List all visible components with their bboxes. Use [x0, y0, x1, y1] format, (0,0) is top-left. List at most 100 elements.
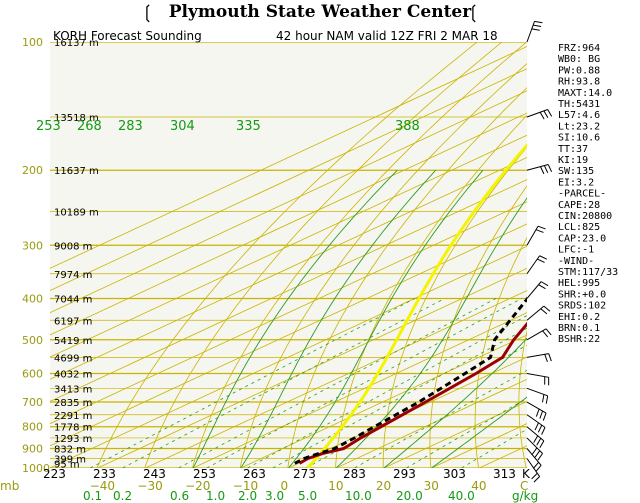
wind-barb-7-feather-0 — [545, 328, 552, 336]
height-label-150: 13518 m — [54, 113, 99, 124]
wind-barb-15-feather-1 — [533, 461, 539, 469]
wind-barb-1-feather-2 — [539, 111, 545, 120]
isotherm-m20 — [192, 312, 527, 468]
wind-barb-6 — [526, 305, 545, 321]
pressure-tick-200: 200 — [22, 164, 43, 177]
mixing-ratio-0_1 — [90, 298, 416, 468]
temp-tick-m10: −10 — [233, 479, 258, 493]
wind-barb-1-feather-1 — [543, 110, 549, 119]
stat-14: CAPE:28 — [558, 200, 600, 211]
temp-axis-label: mb — [0, 479, 19, 493]
isotherm-0 — [288, 356, 527, 468]
temp-tick-m40: −40 — [90, 479, 115, 493]
isotherm-m120 — [50, 90, 527, 314]
stat-0: FRZ:964 — [558, 43, 600, 54]
wind-barb-3-feather-1 — [535, 229, 544, 233]
isotherm-m70 — [50, 201, 527, 425]
temp-tick-10: 10 — [328, 479, 343, 493]
temp-tick-m30: −30 — [137, 479, 162, 493]
pressure-tick-400: 400 — [22, 292, 43, 305]
wind-barb-10-feather-0 — [545, 395, 549, 404]
mixing-ratio-tick-4: 2.0 — [238, 489, 257, 503]
wind-barb-12-feather-0 — [541, 427, 546, 435]
wind-barb-5-feather-0 — [540, 281, 549, 287]
stat-13: -PARCEL- — [558, 189, 606, 200]
theta-label-3: 304 — [170, 119, 195, 134]
mixing-ratio-tick-8: 20.0 — [396, 489, 423, 503]
dry-adiabat-273 — [287, 87, 527, 468]
wind-barb-4 — [526, 255, 541, 275]
dry-adiabat-303 — [429, 185, 527, 468]
moist-adiabat-20 — [383, 337, 527, 468]
wind-barb-8-feather-0 — [548, 353, 552, 362]
height-label-450: 6197 m — [54, 316, 92, 327]
wind-barb-13-feather-1 — [536, 438, 542, 446]
mixing-ratio-0_2 — [122, 298, 445, 468]
stat-24: EHI:0.2 — [558, 312, 600, 323]
pressure-tick-100: 100 — [22, 36, 43, 49]
wind-barb-6-feather-0 — [543, 305, 551, 312]
stat-8: SI:10.6 — [558, 133, 600, 144]
pressure-tick-800: 800 — [22, 421, 43, 434]
banner: ❲ Plymouth State Weather Center ❲ — [0, 0, 640, 26]
kelvin-tick-4: 263 — [243, 467, 266, 481]
isotherm-m30 — [145, 290, 527, 468]
isotherm-m50 — [50, 245, 527, 468]
dry-adiabat-293 — [382, 146, 527, 468]
temperature-trace — [298, 321, 527, 465]
mixing-ratio-10 — [354, 369, 527, 468]
theta-label-2: 283 — [118, 119, 143, 134]
temp-tick-20: 20 — [376, 479, 391, 493]
kelvin-tick-10: K — [522, 467, 531, 481]
pressure-tick-700: 700 — [22, 396, 43, 409]
stat-26: BSHR:22 — [558, 334, 600, 345]
wind-barb-0 — [526, 21, 535, 43]
wind-barb-14-feather-2 — [531, 447, 538, 455]
kelvin-tick-9: 313 — [493, 467, 516, 481]
mixing-ratio-tick-6: 5.0 — [298, 489, 317, 503]
stat-9: TT:37 — [558, 144, 588, 155]
temp-tick-40: 40 — [471, 479, 486, 493]
mixing-ratio-tick-9: 40.0 — [448, 489, 475, 503]
wind-barb-15-feather-0 — [535, 465, 542, 472]
wind-barb-13-feather-2 — [533, 435, 539, 443]
height-label-300: 9008 m — [54, 241, 92, 252]
stat-15: CIN:20800 — [558, 211, 612, 222]
stat-20: STM:117/33 — [558, 267, 618, 278]
height-label-350: 7974 m — [54, 270, 92, 281]
parcel-curve — [306, 142, 527, 468]
grid-lines — [50, 42, 527, 468]
wind-barb-9 — [526, 373, 549, 378]
isotherm-m10 — [240, 334, 527, 468]
banner-title: Plymouth State Weather Center — [168, 2, 472, 22]
stat-22: SHR:+0.0 — [558, 289, 606, 300]
wind-barb-4-feather-1 — [537, 258, 545, 263]
pressure-tick-600: 600 — [22, 367, 43, 380]
mixing-ratio-tick-0: 0.1 — [83, 489, 102, 503]
isotherm-m130 — [50, 68, 527, 291]
temp-tick-30: 30 — [424, 479, 439, 493]
wind-barb-6-feather-1 — [540, 308, 548, 315]
wind-barb-11-feather-1 — [539, 410, 544, 419]
dry-adiabat-283 — [335, 114, 527, 468]
wind-barb-12-feather-2 — [534, 422, 539, 431]
stat-3: RH:93.8 — [558, 77, 600, 88]
isotherm-m110 — [50, 112, 527, 336]
wind-barb-12-feather-1 — [537, 424, 543, 433]
mixing-ratio-2 — [247, 315, 527, 468]
wind-barb-16-feather-1 — [531, 472, 538, 480]
isotherm-m90 — [50, 156, 527, 380]
kelvin-tick-5: 273 — [293, 467, 316, 481]
wind-barbs — [526, 20, 553, 483]
theta-label-1: 268 — [77, 119, 102, 134]
theta-label-5: 388 — [395, 119, 420, 134]
height-label-250: 10189 m — [54, 208, 99, 219]
wind-barb-5-feather-1 — [538, 284, 546, 290]
stat-5: TH:5431 — [558, 99, 600, 110]
wind-barb-7-feather-1 — [542, 330, 549, 338]
kelvin-tick-0: 223 — [43, 467, 66, 481]
stat-1: WB0: BG — [558, 54, 600, 65]
wind-barb-11-feather-0 — [542, 412, 547, 421]
moist-adiabat-m10 — [240, 169, 437, 468]
height-label-500: 5419 m — [54, 336, 92, 347]
